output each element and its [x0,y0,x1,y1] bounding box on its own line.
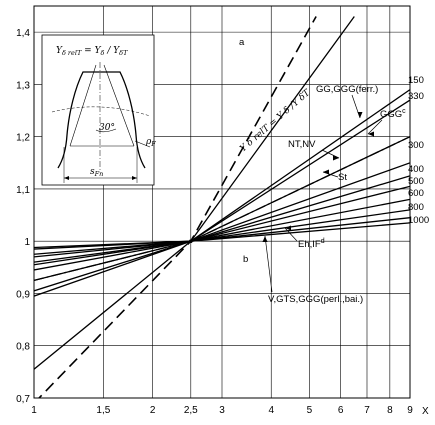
curve-value: 1000 [408,215,429,226]
label-ntnv: NT,NV [288,139,316,150]
x-tick-label: 5 [307,405,313,416]
label-gggc: GGGc [380,108,406,120]
leader-gggc [367,119,383,135]
x-tick-label: 1 [31,405,37,416]
x-tick-label: 8 [387,405,393,416]
sfn-arrow-left [64,176,69,180]
plot-border [33,5,411,399]
tooth-circle-arc [51,106,151,117]
plot-frame [33,5,411,399]
leader-vgts [264,235,273,293]
x-tick-label: 9 [407,405,413,416]
y-tick-label: 1,4 [16,28,30,39]
y-tick-label: 1,1 [16,185,30,196]
x-tick-label: 7 [364,405,370,416]
series-group [34,16,410,398]
x-tick-label: 1,5 [96,405,110,416]
x-tick-label: 2 [150,405,156,416]
leader-arrowhead [285,225,291,231]
curve-value: 400 [408,164,424,175]
y-tick-label: 1 [24,237,30,248]
tooth-tangent-right [103,64,135,147]
angle-label: 30° [99,123,115,133]
tick-labels: 1 1,5 2 2,5 3 4 5 6 7 8 9 0,7 0,8 0,9 1 1,1 1,2 1,3 1,4 [16,28,413,416]
tooth-tangent-left [69,64,97,147]
x-tick-label: 6 [338,405,344,416]
y-tick-label: 0,8 [16,342,30,353]
curve-value: 600 [408,188,424,199]
curve-value: 330 [408,91,424,102]
y-tick-label: 1,3 [16,80,30,91]
label-ehif: Eh,IFd [298,238,325,250]
inset-title: Yδ relT = Yδ / YδT [56,46,128,57]
x-tick-label: 4 [268,405,274,416]
tooth-profile [57,71,146,169]
annotation-b: b [243,254,248,265]
sfn-arrow-right [132,176,137,180]
label-gg: GG,GGG(ferr.) [316,84,378,95]
leader-arrowhead [333,155,339,161]
leader-arrowhead [262,236,268,242]
leader-ehif [284,227,298,242]
leader-arrowhead [368,131,374,137]
sfn-label: sFn [90,167,103,178]
label-st: St [338,172,347,183]
inset-frame [41,34,155,186]
angle-arc [95,128,117,133]
curve-value: 800 [408,202,424,213]
y-tick-label: 0,9 [16,289,30,300]
annotation-a: a [239,37,245,48]
curve-value: 150 [408,75,424,86]
inset-diagram: Yδ relT = Yδ / YδT 30° ρF sFn [41,34,156,186]
y-tick-label: 1,2 [16,133,30,144]
curve-value: 500 [408,176,424,187]
pivot-point [189,239,193,243]
y-tick-label: 0,7 [16,394,30,405]
x-tick-label: 3 [219,405,225,416]
x-axis-label: X [422,406,429,417]
label-vgts: V,GTS,GGG(perl.,bai.) [268,294,363,305]
leader-arrowhead [323,169,329,175]
leader-arrowhead [357,112,363,118]
x-tick-label: 2,5 [184,405,198,416]
rho-leader [134,140,151,148]
leader-ntnv [321,149,340,159]
series-lines [34,16,410,398]
curve-value: 300 [408,140,424,151]
rho-label: ρF [145,137,156,148]
